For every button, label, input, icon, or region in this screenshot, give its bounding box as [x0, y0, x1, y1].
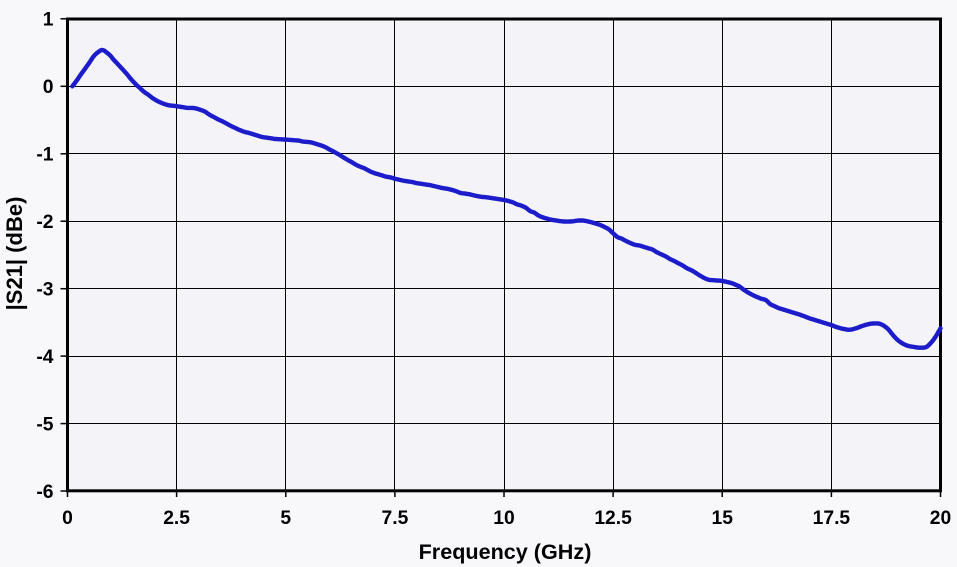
- svg-text:-3: -3: [36, 280, 53, 301]
- svg-text:10: 10: [493, 508, 514, 529]
- svg-text:-1: -1: [36, 145, 53, 166]
- svg-text:12.5: 12.5: [594, 508, 632, 529]
- svg-text:0: 0: [62, 508, 73, 529]
- svg-text:17.5: 17.5: [813, 508, 851, 529]
- svg-text:0: 0: [43, 77, 54, 98]
- svg-text:7.5: 7.5: [381, 508, 408, 529]
- svg-text:5: 5: [280, 508, 291, 529]
- svg-text:15: 15: [711, 508, 733, 529]
- svg-text:20: 20: [930, 508, 951, 529]
- svg-text:-2: -2: [36, 212, 53, 233]
- svg-text:-6: -6: [36, 482, 53, 503]
- svg-text:1: 1: [43, 10, 54, 31]
- svg-text:-4: -4: [36, 347, 53, 368]
- svg-text:2.5: 2.5: [163, 508, 190, 529]
- svg-text:-5: -5: [36, 414, 53, 435]
- svg-text:|S21| (dBe): |S21| (dBe): [2, 197, 27, 311]
- svg-text:Frequency (GHz): Frequency (GHz): [419, 539, 592, 564]
